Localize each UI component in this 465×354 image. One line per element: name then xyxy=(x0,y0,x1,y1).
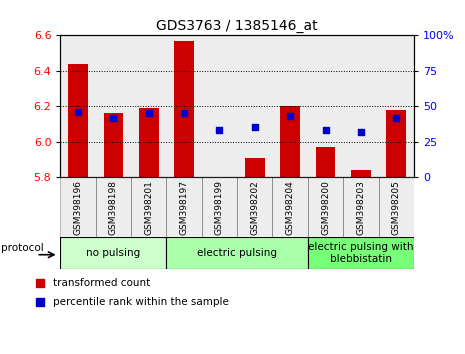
Text: protocol: protocol xyxy=(1,243,44,253)
Bar xyxy=(131,177,166,237)
Bar xyxy=(343,177,379,237)
Text: GSM398197: GSM398197 xyxy=(179,180,189,235)
Text: electric pulsing with
blebbistatin: electric pulsing with blebbistatin xyxy=(308,242,413,264)
Bar xyxy=(174,41,194,177)
Bar xyxy=(308,237,414,269)
Bar xyxy=(139,108,159,177)
Bar xyxy=(68,64,88,177)
Point xyxy=(216,127,223,133)
Bar xyxy=(104,113,123,177)
Bar xyxy=(166,35,202,177)
Text: percentile rank within the sample: percentile rank within the sample xyxy=(53,297,228,307)
Text: electric pulsing: electric pulsing xyxy=(197,248,277,258)
Text: no pulsing: no pulsing xyxy=(86,248,140,258)
Point xyxy=(110,115,117,120)
Point xyxy=(286,113,294,119)
Text: transformed count: transformed count xyxy=(53,279,150,289)
Point xyxy=(392,115,400,120)
Text: GSM398198: GSM398198 xyxy=(109,180,118,235)
Text: GSM398199: GSM398199 xyxy=(215,180,224,235)
Bar xyxy=(245,158,265,177)
Point xyxy=(36,281,44,286)
Point xyxy=(357,129,365,135)
Bar xyxy=(308,35,343,177)
Bar xyxy=(280,106,300,177)
Point xyxy=(251,125,259,130)
Point xyxy=(74,109,82,115)
Title: GDS3763 / 1385146_at: GDS3763 / 1385146_at xyxy=(156,19,318,33)
Bar xyxy=(316,147,335,177)
Text: GSM398203: GSM398203 xyxy=(356,180,365,235)
Bar xyxy=(60,35,96,177)
Text: GSM398202: GSM398202 xyxy=(250,180,259,235)
Bar xyxy=(60,237,166,269)
Text: GSM398196: GSM398196 xyxy=(73,180,83,235)
Text: GSM398201: GSM398201 xyxy=(144,180,153,235)
Bar xyxy=(379,35,414,177)
Text: GSM398204: GSM398204 xyxy=(286,180,295,235)
Bar xyxy=(96,35,131,177)
Bar xyxy=(343,35,379,177)
Bar xyxy=(237,177,272,237)
Point xyxy=(145,110,153,116)
Bar xyxy=(351,170,371,177)
Bar xyxy=(272,35,308,177)
Bar xyxy=(386,110,406,177)
Bar xyxy=(202,177,237,237)
Bar xyxy=(131,35,166,177)
Point xyxy=(322,127,329,133)
Bar xyxy=(308,177,343,237)
Bar xyxy=(202,35,237,177)
Bar xyxy=(379,177,414,237)
Bar xyxy=(96,177,131,237)
Point xyxy=(180,110,188,116)
Text: GSM398200: GSM398200 xyxy=(321,180,330,235)
Bar xyxy=(272,177,308,237)
Bar xyxy=(237,35,272,177)
Bar xyxy=(166,177,202,237)
Bar xyxy=(60,177,96,237)
Text: GSM398205: GSM398205 xyxy=(392,180,401,235)
Point xyxy=(36,299,44,304)
Bar xyxy=(166,237,308,269)
